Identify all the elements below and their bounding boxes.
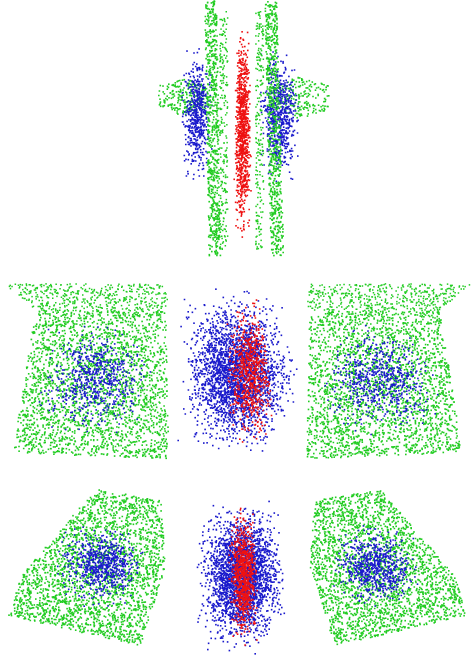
blue-box-right bbox=[324, 324, 439, 436]
red-core-top bbox=[233, 31, 252, 238]
green-lid-right bbox=[307, 283, 471, 312]
green-box-right bbox=[306, 310, 461, 459]
blue-block-right bbox=[333, 525, 419, 607]
green-bar-inner-right bbox=[255, 11, 265, 250]
green-box-left bbox=[14, 310, 169, 460]
green-bar-left bbox=[204, 0, 222, 257]
blue-block-left bbox=[57, 526, 144, 607]
blue-top-left bbox=[181, 48, 213, 180]
red-center-bottom bbox=[228, 507, 258, 646]
green-lid-left bbox=[8, 283, 169, 312]
blue-box-left bbox=[38, 325, 152, 434]
green-bar-right bbox=[264, 1, 284, 257]
green-block-right bbox=[309, 490, 466, 646]
blue-center-bottom bbox=[196, 500, 286, 655]
green-ring-right bbox=[268, 76, 330, 119]
red-center-mid bbox=[226, 299, 273, 443]
green-bar-inner-left bbox=[219, 11, 229, 250]
